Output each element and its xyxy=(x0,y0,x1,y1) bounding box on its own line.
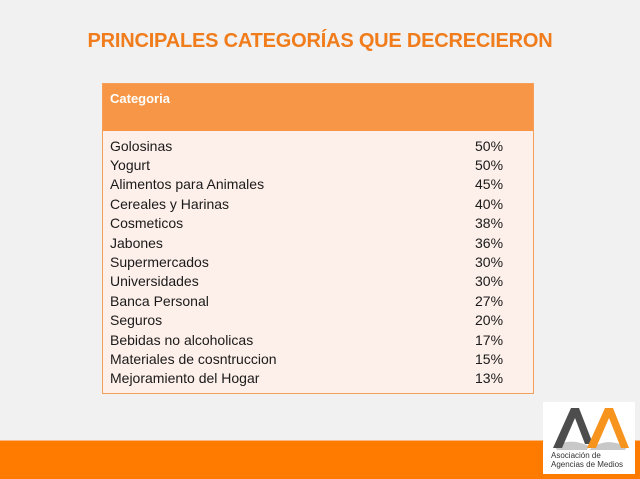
category-cell: Alimentos para Animales xyxy=(110,176,265,193)
table-row: Bebidas no alcoholicas 17% xyxy=(103,330,533,349)
percent-cell: 40% xyxy=(475,195,504,212)
category-cell: Seguros xyxy=(110,312,163,329)
categories-table: Categoria Golosinas 50% Yogurt 50% Aliment… xyxy=(102,83,534,394)
table-body: Golosinas 50% Yogurt 50% Alimentos para An… xyxy=(103,131,533,388)
category-cell: Banca Personal xyxy=(110,292,209,309)
company-logo: Asociación de Agencias de Medios xyxy=(543,402,635,474)
table-row: Universidades 30% xyxy=(103,272,533,291)
percent-cell: 30% xyxy=(475,273,504,290)
category-cell: Supermercados xyxy=(110,254,209,271)
table-row: Jabones 36% xyxy=(103,233,533,252)
table-header: Categoria xyxy=(103,84,533,131)
percent-cell: 13% xyxy=(475,370,504,387)
percent-cell: 27% xyxy=(475,292,504,309)
percent-cell: 36% xyxy=(475,234,504,251)
category-cell: Yogurt xyxy=(110,157,150,174)
percent-cell: 50% xyxy=(475,157,504,174)
logo-line-2: Agencias de Medios xyxy=(551,460,624,469)
aam-logo-icon xyxy=(553,408,629,450)
table-row: Alimentos para Animales 45% xyxy=(103,175,533,194)
category-cell: Cereales y Harinas xyxy=(110,195,230,212)
percent-cell: 38% xyxy=(475,215,504,232)
logo-text: Asociación de Agencias de Medios xyxy=(551,451,623,469)
footer-band xyxy=(0,440,640,479)
percent-cell: 45% xyxy=(475,176,504,193)
table-row: Banca Personal 27% xyxy=(103,291,533,310)
category-cell: Jabones xyxy=(110,234,163,251)
category-cell: Golosinas xyxy=(110,137,173,154)
percent-cell: 50% xyxy=(475,137,504,154)
table-row: Mejoramiento del Hogar 13% xyxy=(103,369,533,388)
percent-cell: 20% xyxy=(475,312,504,329)
slide-title: PRINCIPALES CATEGORÍAS QUE DECRECIERON xyxy=(87,30,553,52)
percent-cell: 17% xyxy=(475,331,504,348)
category-cell: Universidades xyxy=(110,273,199,290)
percent-cell: 30% xyxy=(475,254,504,271)
logo-line-1: Asociación de xyxy=(551,451,601,460)
table-row: Materiales de cosntruccion 15% xyxy=(103,349,533,368)
table-row: Cereales y Harinas 40% xyxy=(103,194,533,213)
category-cell: Materiales de cosntruccion xyxy=(110,350,277,367)
table-row: Supermercados 30% xyxy=(103,252,533,271)
table-row: Golosinas 50% xyxy=(103,136,533,155)
table-row: Yogurt 50% xyxy=(103,155,533,174)
category-cell: Bebidas no alcoholicas xyxy=(110,331,254,348)
percent-cell: 15% xyxy=(475,350,504,367)
table-row: Seguros 20% xyxy=(103,311,533,330)
category-cell: Cosmeticos xyxy=(110,215,184,232)
category-cell: Mejoramiento del Hogar xyxy=(110,370,260,387)
table-row: Cosmeticos 38% xyxy=(103,214,533,233)
